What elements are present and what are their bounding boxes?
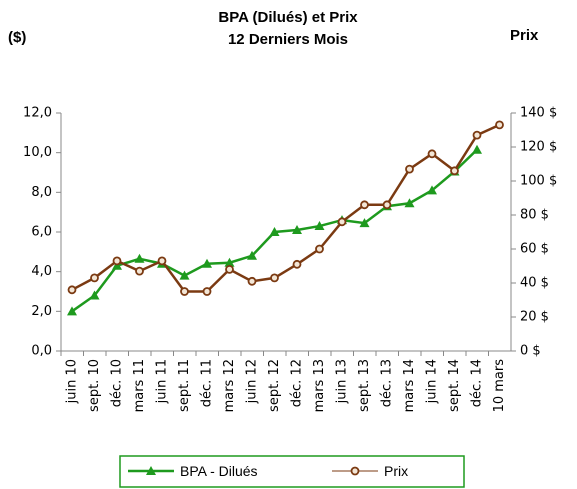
point [202, 287, 212, 296]
point [224, 257, 235, 267]
point [225, 264, 234, 274]
y2-tick-label: 40 $ [520, 276, 549, 291]
point [269, 227, 280, 236]
y2-tick-label: 100 $ [520, 174, 557, 189]
point [495, 120, 504, 130]
point [427, 149, 437, 159]
y-tick-label: 10,0 [23, 145, 52, 160]
point [247, 250, 257, 260]
legend-box [119, 455, 465, 488]
legend-label: BPA - Dilués [180, 463, 258, 479]
x-tick-label: sept. 10 [87, 359, 102, 412]
point [67, 306, 77, 316]
point [337, 217, 347, 227]
x-tick-label: déc. 14 [470, 359, 485, 407]
y-axis-label: ($) [8, 29, 26, 46]
x-tick-label: déc. 13 [380, 359, 395, 407]
x-tick-label: sept. 13 [357, 359, 372, 412]
point [89, 290, 100, 300]
point [315, 244, 324, 254]
y2-tick-label: 20 $ [520, 310, 549, 325]
x-tick-label: juin 10 [65, 359, 80, 404]
point [450, 166, 459, 176]
x-tick-label: 10 mars [492, 359, 507, 413]
point [135, 266, 144, 276]
point [472, 130, 482, 140]
point [382, 200, 392, 210]
x-tick-label: sept. 12 [267, 359, 282, 412]
point [112, 256, 122, 266]
point [179, 270, 190, 280]
x-tick-label: sept. 14 [447, 359, 462, 412]
x-tick-label: juin 12 [245, 359, 260, 404]
point [427, 185, 437, 195]
point [67, 285, 77, 295]
point [360, 200, 369, 210]
x-tick-label: juin 13 [335, 359, 350, 404]
y-tick-label: 12,0 [23, 106, 52, 121]
x-tick-label: déc. 10 [110, 359, 125, 407]
x-tick-label: déc. 11 [200, 359, 215, 407]
series-line [71, 123, 501, 293]
point [292, 225, 302, 235]
legend-marker [350, 466, 360, 476]
chart-subtitle: 12 Derniers Mois [228, 31, 348, 48]
point [292, 259, 302, 269]
x-tick-label: mars 13 [312, 359, 327, 412]
point [404, 198, 415, 208]
point [359, 218, 370, 228]
point [90, 273, 99, 283]
x-tick-label: sept. 11 [177, 359, 192, 412]
point [270, 273, 279, 283]
y-tick-label: 0,0 [31, 344, 52, 359]
legend-label: Prix [384, 463, 408, 479]
y-tick-label: 4,0 [31, 264, 52, 279]
point [180, 287, 189, 296]
y2-axis-label: Prix [510, 27, 539, 44]
x-tick-label: mars 14 [402, 359, 417, 412]
x-tick-label: mars 12 [222, 359, 237, 412]
y-tick-label: 8,0 [31, 185, 52, 200]
point [202, 258, 212, 268]
point [134, 253, 145, 263]
x-tick-label: mars 11 [132, 359, 147, 412]
y2-tick-label: 120 $ [520, 140, 557, 155]
y2-tick-label: 140 $ [520, 106, 557, 121]
x-tick-label: juin 14 [425, 359, 440, 404]
legend-marker [146, 466, 156, 475]
y2-tick-label: 0 $ [520, 344, 541, 359]
point [472, 144, 482, 154]
point [157, 256, 167, 266]
y-tick-label: 6,0 [31, 225, 52, 240]
x-tick-label: juin 11 [155, 359, 170, 404]
point [247, 276, 257, 286]
y2-tick-label: 60 $ [520, 242, 549, 257]
x-tick-label: déc. 12 [290, 359, 305, 407]
point [314, 221, 325, 231]
y2-tick-label: 80 $ [520, 208, 549, 223]
chart-title: BPA (Dilués) et Prix [218, 9, 358, 26]
point [405, 164, 414, 174]
y-tick-label: 2,0 [31, 304, 52, 319]
